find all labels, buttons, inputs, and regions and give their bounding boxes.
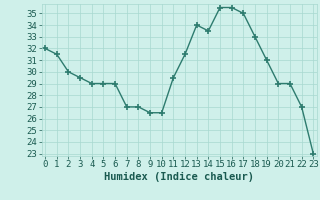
X-axis label: Humidex (Indice chaleur): Humidex (Indice chaleur) (104, 172, 254, 182)
